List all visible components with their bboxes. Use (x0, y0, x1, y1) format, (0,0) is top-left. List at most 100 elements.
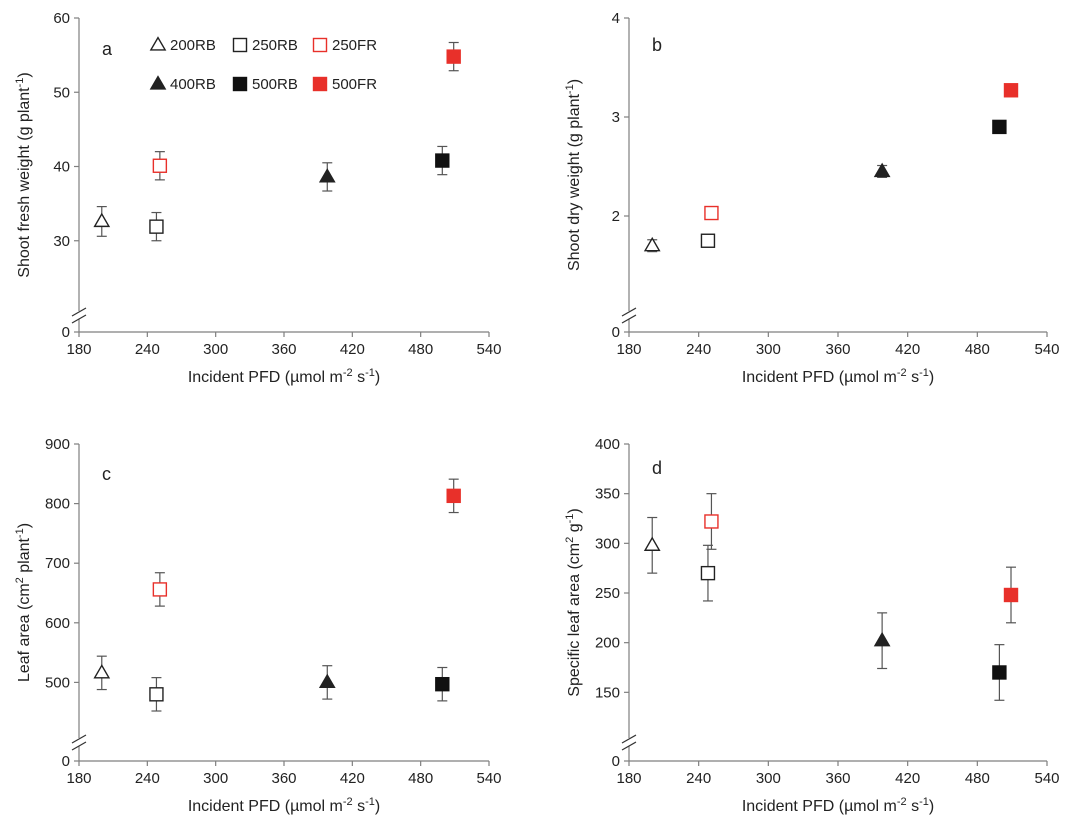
data-point-500fr (446, 41, 461, 72)
panel-d: 180 240 300 360 420 480 540 150 200 250 300 350 400 0… (564, 436, 1060, 815)
data-point-250rb (149, 211, 164, 242)
y-tick-label: 30 (53, 233, 70, 250)
x-tick-label: 540 (476, 341, 501, 358)
y-tick-label: 250 (595, 585, 620, 602)
axis-break-mark (71, 741, 87, 751)
marker-250rb (149, 219, 164, 234)
data-point-200rb (93, 205, 111, 237)
legend-marker (232, 37, 248, 53)
data-point-250rb (149, 677, 164, 712)
x-tick-label: 360 (271, 770, 296, 787)
x-axis-label: Incident PFD (µmol m-2 s-1) (188, 796, 380, 815)
y-tick-label: 150 (595, 684, 620, 701)
y-tick-label: 2 (612, 208, 620, 225)
y-tick-label: 3 (612, 109, 620, 126)
y-tick-label: 50 (53, 84, 70, 101)
legend-item-250rb: 250RB (232, 37, 298, 54)
x-tick-label: 540 (476, 770, 501, 787)
marker-500rb (992, 119, 1007, 135)
x-axis-label: Incident PFD (µmol m-2 s-1) (188, 367, 380, 386)
marker-500fr (446, 488, 461, 504)
x-tick-label: 240 (686, 341, 711, 358)
legend-label: 400RB (170, 76, 216, 93)
y-tick-label: 350 (595, 486, 620, 503)
x-tick-label: 360 (825, 341, 850, 358)
data-point-500rb (435, 666, 450, 702)
marker-500fr (1003, 587, 1019, 603)
x-axis-label: Incident PFD (µmol m-2 s-1) (742, 796, 934, 815)
y-tick-label: 200 (595, 635, 620, 652)
marker-250rb (700, 565, 716, 581)
marker-400rb (873, 162, 891, 178)
y-tick-label: 4 (612, 10, 620, 27)
legend-item-200rb: 200RB (149, 36, 216, 54)
data-point-400rb (873, 612, 891, 670)
y-tick-label: 800 (45, 496, 70, 513)
x-tick-label: 240 (135, 341, 160, 358)
data-point-250fr (704, 205, 719, 221)
y-axis-label: Shoot dry weight (g plant-1) (564, 79, 583, 271)
legend-label: 250RB (252, 37, 298, 54)
legend-item-500fr: 500FR (312, 76, 377, 93)
x-tick-label: 300 (203, 341, 228, 358)
marker-250fr (152, 158, 168, 173)
x-tick-label: 480 (965, 770, 990, 787)
panel-letter: a (102, 39, 113, 59)
data-point-250fr (152, 572, 168, 607)
data-point-250fr (152, 151, 168, 181)
x-tick-label: 420 (340, 770, 365, 787)
panel-letter: d (652, 458, 662, 478)
panel-c: 180 240 300 360 420 480 540 500 600 700 800 900 0 Inc… (14, 436, 502, 815)
x-axis-label: Incident PFD (µmol m-2 s-1) (742, 367, 934, 386)
marker-400rb (318, 673, 336, 689)
legend-marker (232, 76, 248, 92)
marker-250fr (704, 514, 719, 529)
legend-marker (149, 75, 167, 90)
x-tick-label: 180 (66, 770, 91, 787)
data-point-500rb (435, 145, 450, 176)
x-tick-label: 420 (340, 341, 365, 358)
marker-500rb (435, 153, 450, 168)
legend-marker (312, 37, 328, 53)
marker-500fr (446, 49, 461, 64)
y-axis-label: Specific leaf area (cm2 g-1) (564, 508, 583, 696)
legend-label: 200RB (170, 37, 216, 54)
x-tick-label: 300 (203, 770, 228, 787)
marker-200rb (643, 236, 661, 252)
axis-break-mark (621, 314, 637, 324)
data-point-250fr (704, 493, 719, 550)
panel-letter: b (652, 35, 662, 55)
marker-500rb (992, 665, 1007, 680)
data-point-500fr (446, 478, 461, 514)
x-tick-label: 360 (825, 770, 850, 787)
panel-a: 180 240 300 360 420 480 540 30 40 50 60 0 Incident P… (14, 10, 502, 386)
y-tick-label: 500 (45, 674, 70, 691)
marker-400rb (873, 631, 891, 647)
y-tick-label-zero: 0 (62, 324, 70, 341)
x-tick-label: 180 (66, 341, 91, 358)
legend-item-500rb: 500RB (232, 76, 298, 93)
axis-break-mark (71, 307, 87, 317)
marker-250rb (700, 233, 716, 248)
y-tick-label: 40 (53, 159, 70, 176)
marker-400rb (318, 168, 336, 183)
y-axis-label: Shoot fresh weight (g plant-1) (14, 72, 33, 277)
x-tick-label: 180 (616, 770, 641, 787)
panel-b: 180 240 300 360 420 480 540 2 3 4 0 Incident PFD (µ… (564, 10, 1060, 386)
axis-break-mark (621, 307, 637, 317)
data-point-500fr (1003, 566, 1019, 624)
legend-label: 500RB (252, 76, 298, 93)
y-tick-label-zero: 0 (612, 324, 620, 341)
legend-marker (312, 76, 328, 92)
data-point-400rb (873, 162, 891, 178)
data-point-400rb (318, 162, 336, 192)
data-point-250rb (700, 233, 716, 248)
legend-item-250fr: 250FR (312, 37, 377, 54)
legend-label: 250FR (332, 37, 377, 54)
marker-200rb (93, 664, 111, 679)
y-tick-label: 700 (45, 555, 70, 572)
y-tick-label: 600 (45, 615, 70, 632)
data-point-400rb (318, 665, 336, 700)
x-tick-label: 420 (895, 341, 920, 358)
